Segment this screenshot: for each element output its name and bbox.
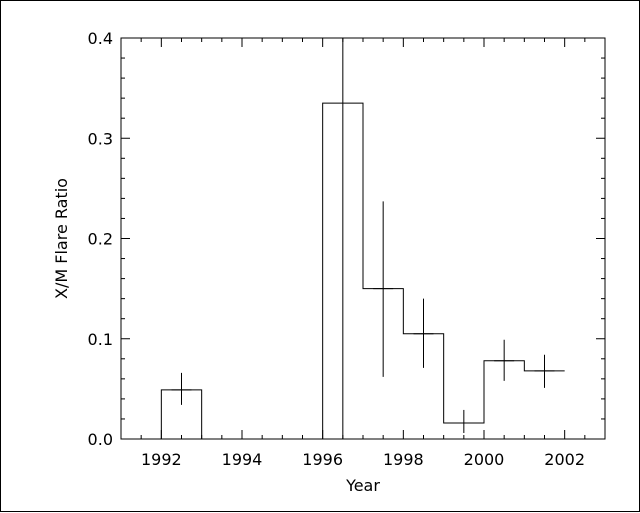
tick-labels: 1992 1994 1996 1998 2000 2002 0.0 0.1 0.2 0.3 0.4 (88, 29, 585, 469)
x-tick-label: 1996 (302, 450, 343, 469)
x-tick-label: 1994 (222, 450, 263, 469)
x-tick-label: 2000 (464, 450, 505, 469)
x-tick-label: 2002 (544, 450, 585, 469)
y-tick-label: 0.1 (88, 330, 113, 349)
x-axis-title: Year (345, 476, 380, 495)
y-axis-title: X/M Flare Ratio (52, 178, 71, 299)
y-tick-label: 0.0 (88, 430, 113, 449)
y-tick-label: 0.3 (88, 129, 113, 148)
axis-ticks (121, 37, 605, 440)
y-tick-label: 0.2 (88, 230, 113, 249)
histogram-step-line (160, 102, 565, 440)
error-bars (171, 38, 555, 439)
y-tick-label: 0.4 (88, 29, 113, 48)
histogram-steps (160, 102, 565, 440)
x-tick-label: 1992 (141, 450, 182, 469)
x-tick-label: 1998 (383, 450, 424, 469)
